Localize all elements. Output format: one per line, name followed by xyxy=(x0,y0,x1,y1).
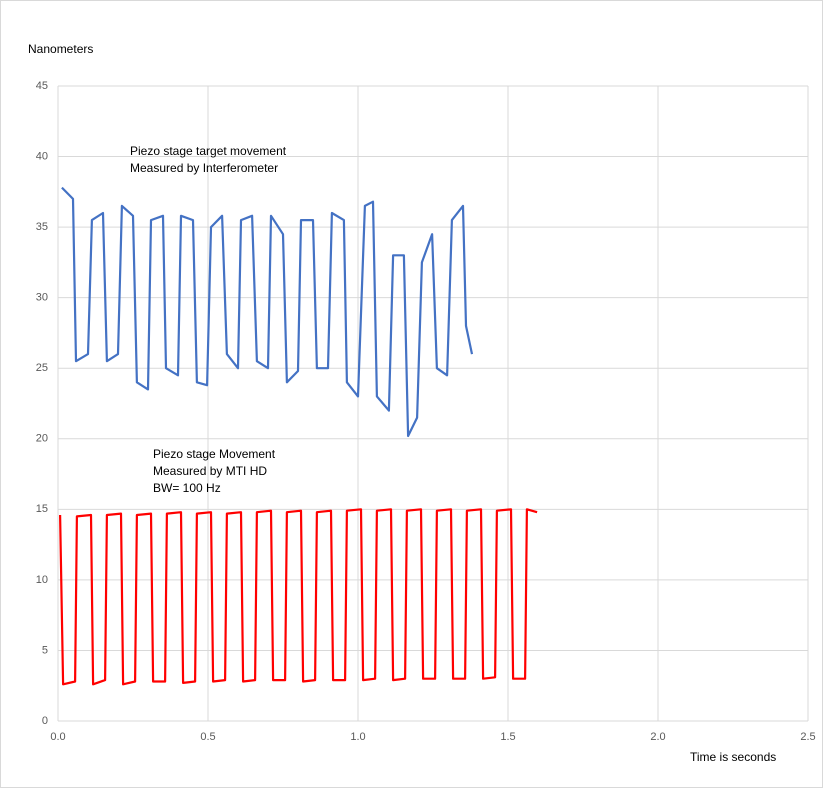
x-tick-label: 2.0 xyxy=(650,731,665,743)
annotation: Piezo stage target movement xyxy=(130,144,287,158)
y-tick-label: 0 xyxy=(42,715,48,727)
y-tick-label: 35 xyxy=(36,221,48,233)
x-tick-label: 1.5 xyxy=(500,731,515,743)
y-tick-label: 25 xyxy=(36,362,48,374)
y-axis-label: Nanometers xyxy=(28,42,93,56)
x-tick-label: 2.5 xyxy=(800,731,815,743)
y-tick-label: 45 xyxy=(36,80,48,92)
x-tick-label: 0.5 xyxy=(200,731,215,743)
data-line xyxy=(59,508,538,686)
x-tick-label: 0.0 xyxy=(50,731,65,743)
annotation: BW= 100 Hz xyxy=(153,481,221,495)
y-tick-label: 40 xyxy=(36,150,48,162)
data-line xyxy=(61,186,474,438)
annotation: Piezo stage Movement xyxy=(153,447,276,461)
x-tick-label: 1.0 xyxy=(350,731,365,743)
x-axis-label: Time is seconds xyxy=(690,750,776,764)
y-tick-label: 5 xyxy=(42,644,48,656)
annotation: Measured by MTI HD xyxy=(153,464,267,478)
annotation: Measured by Interferometer xyxy=(130,161,278,175)
y-tick-label: 10 xyxy=(36,574,48,586)
y-tick-label: 30 xyxy=(36,292,48,304)
y-tick-label: 20 xyxy=(36,433,48,445)
y-tick-label: 15 xyxy=(36,503,48,515)
